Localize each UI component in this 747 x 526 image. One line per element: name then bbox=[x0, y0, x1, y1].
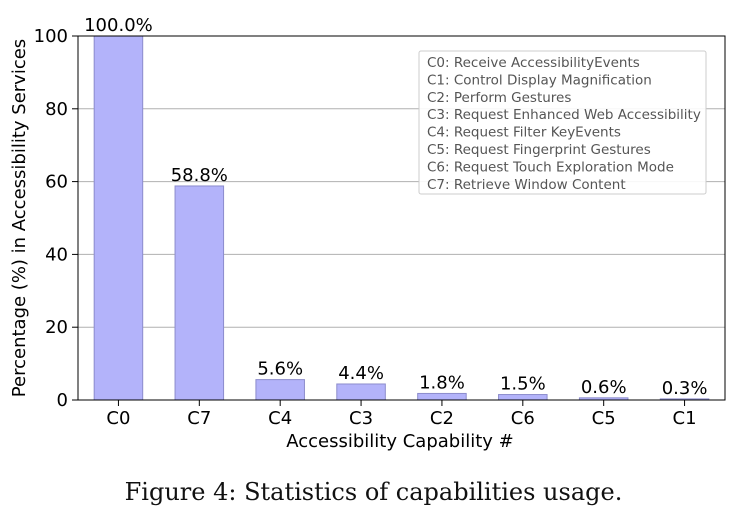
data-labels: 100.0% 58.8% 5.6% 4.4% 1.8% 1.5% 0.6% 0.3% bbox=[84, 15, 707, 399]
y-tick-label: 60 bbox=[45, 172, 68, 193]
bar-C0 bbox=[93, 35, 144, 401]
x-tick-label-C1: C1 bbox=[673, 408, 697, 429]
data-label-C2: 1.8% bbox=[419, 372, 465, 393]
x-tick-label-C3: C3 bbox=[349, 408, 373, 429]
legend-entry: C2: Perform Gestures bbox=[427, 90, 571, 106]
x-tick-label-C7: C7 bbox=[187, 408, 211, 429]
data-label-C1: 0.3% bbox=[662, 378, 708, 399]
data-label-C4: 5.6% bbox=[257, 359, 303, 380]
data-label-C0: 100.0% bbox=[84, 15, 153, 36]
legend-entry: C7: Retrieve Window Content bbox=[427, 177, 626, 193]
legend-entry: C1: Control Display Magnification bbox=[427, 72, 652, 88]
bar-C3 bbox=[336, 383, 386, 401]
legend-entry: C3: Request Enhanced Web Accessibility bbox=[427, 107, 701, 123]
x-axis-label: Accessibility Capability # bbox=[286, 431, 513, 452]
y-tick-label: 0 bbox=[57, 390, 68, 411]
data-label-C6: 1.5% bbox=[500, 374, 546, 395]
y-axis-label: Percentage (%) in Accessibility Services bbox=[9, 39, 30, 397]
x-tick-label-C0: C0 bbox=[106, 408, 130, 429]
x-tick-label-C4: C4 bbox=[268, 408, 292, 429]
x-tick-label-C2: C2 bbox=[430, 408, 454, 429]
bar-C7 bbox=[174, 185, 225, 401]
data-label-C7: 58.8% bbox=[171, 165, 228, 186]
axes: 0 20 40 60 80 100 C0 C7 C4 C3 C2 C6 C5 C1 bbox=[34, 26, 726, 429]
data-label-C5: 0.6% bbox=[581, 377, 627, 398]
figure-caption: Figure 4: Statistics of capabilities usa… bbox=[124, 478, 623, 506]
plot-frame bbox=[77, 35, 726, 401]
y-tick-label: 40 bbox=[45, 244, 68, 265]
bar-C4 bbox=[255, 379, 305, 401]
bar-C6 bbox=[498, 394, 548, 401]
legend-entry: C4: Request Filter KeyEvents bbox=[427, 125, 621, 141]
x-tick-label-C5: C5 bbox=[592, 408, 616, 429]
data-label-C3: 4.4% bbox=[338, 363, 384, 384]
bar-chart: 100.0% 58.8% 5.6% 4.4% 1.8% 1.5% 0.6% 0.3% 0 20 4… bbox=[9, 15, 726, 452]
x-tick-label-C6: C6 bbox=[511, 408, 535, 429]
y-tick-label: 80 bbox=[45, 99, 68, 120]
legend-box bbox=[418, 50, 707, 195]
bar-C2 bbox=[417, 392, 467, 401]
legend-entry: C0: Receive AccessibilityEvents bbox=[427, 55, 640, 71]
y-tick-label: 100 bbox=[34, 26, 68, 47]
legend-entry: C5: Request Fingerprint Gestures bbox=[427, 142, 651, 158]
y-tick-label: 20 bbox=[45, 317, 68, 338]
legend-entry: C6: Request Touch Exploration Mode bbox=[427, 159, 674, 175]
